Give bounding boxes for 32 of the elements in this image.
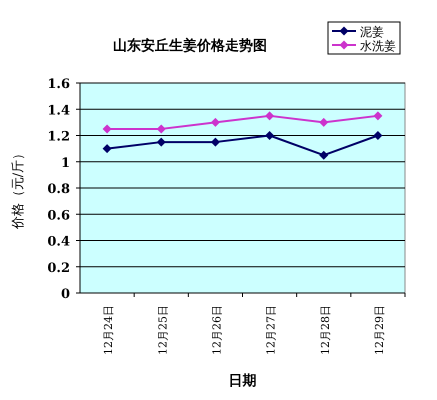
point <box>319 118 328 127</box>
point <box>265 131 274 140</box>
chart-title: 山东安丘生姜价格走势图 <box>113 37 267 54</box>
point <box>319 150 328 160</box>
point <box>265 111 274 120</box>
legend-label: 泥姜 <box>360 25 384 39</box>
x-tick-label: 12月27日 <box>264 305 278 355</box>
y-tick-label: 0.6 <box>47 208 70 224</box>
y-tick-label: 1.6 <box>47 77 70 92</box>
y-tick-label: 0.2 <box>47 260 70 276</box>
point <box>156 124 166 134</box>
x-tick-label: 12月24日 <box>102 305 116 355</box>
point <box>373 131 382 140</box>
point <box>102 124 112 134</box>
y-tick-label: 1 <box>60 156 70 171</box>
y-axis-title: 价格（元/斤） <box>11 146 26 230</box>
point <box>210 138 220 147</box>
point <box>156 138 166 147</box>
y-tick-label: 1.2 <box>47 130 70 144</box>
x-tick-label: 12月29日 <box>372 305 386 355</box>
x-tick-label: 12月28日 <box>318 305 332 355</box>
legend-label: 水洗姜 <box>360 39 396 53</box>
x-tick-label: 12月26日 <box>210 305 224 355</box>
point <box>210 118 220 127</box>
x-tick-label: 12月25日 <box>156 305 170 355</box>
point <box>102 144 112 154</box>
y-tick-label: 0.8 <box>47 182 70 197</box>
y-tick-label: 1.4 <box>47 103 70 118</box>
y-tick-label: 0.4 <box>47 234 70 250</box>
point <box>373 111 382 120</box>
y-tick-label: 0 <box>60 287 70 302</box>
x-axis-title: 日期 <box>228 373 256 389</box>
